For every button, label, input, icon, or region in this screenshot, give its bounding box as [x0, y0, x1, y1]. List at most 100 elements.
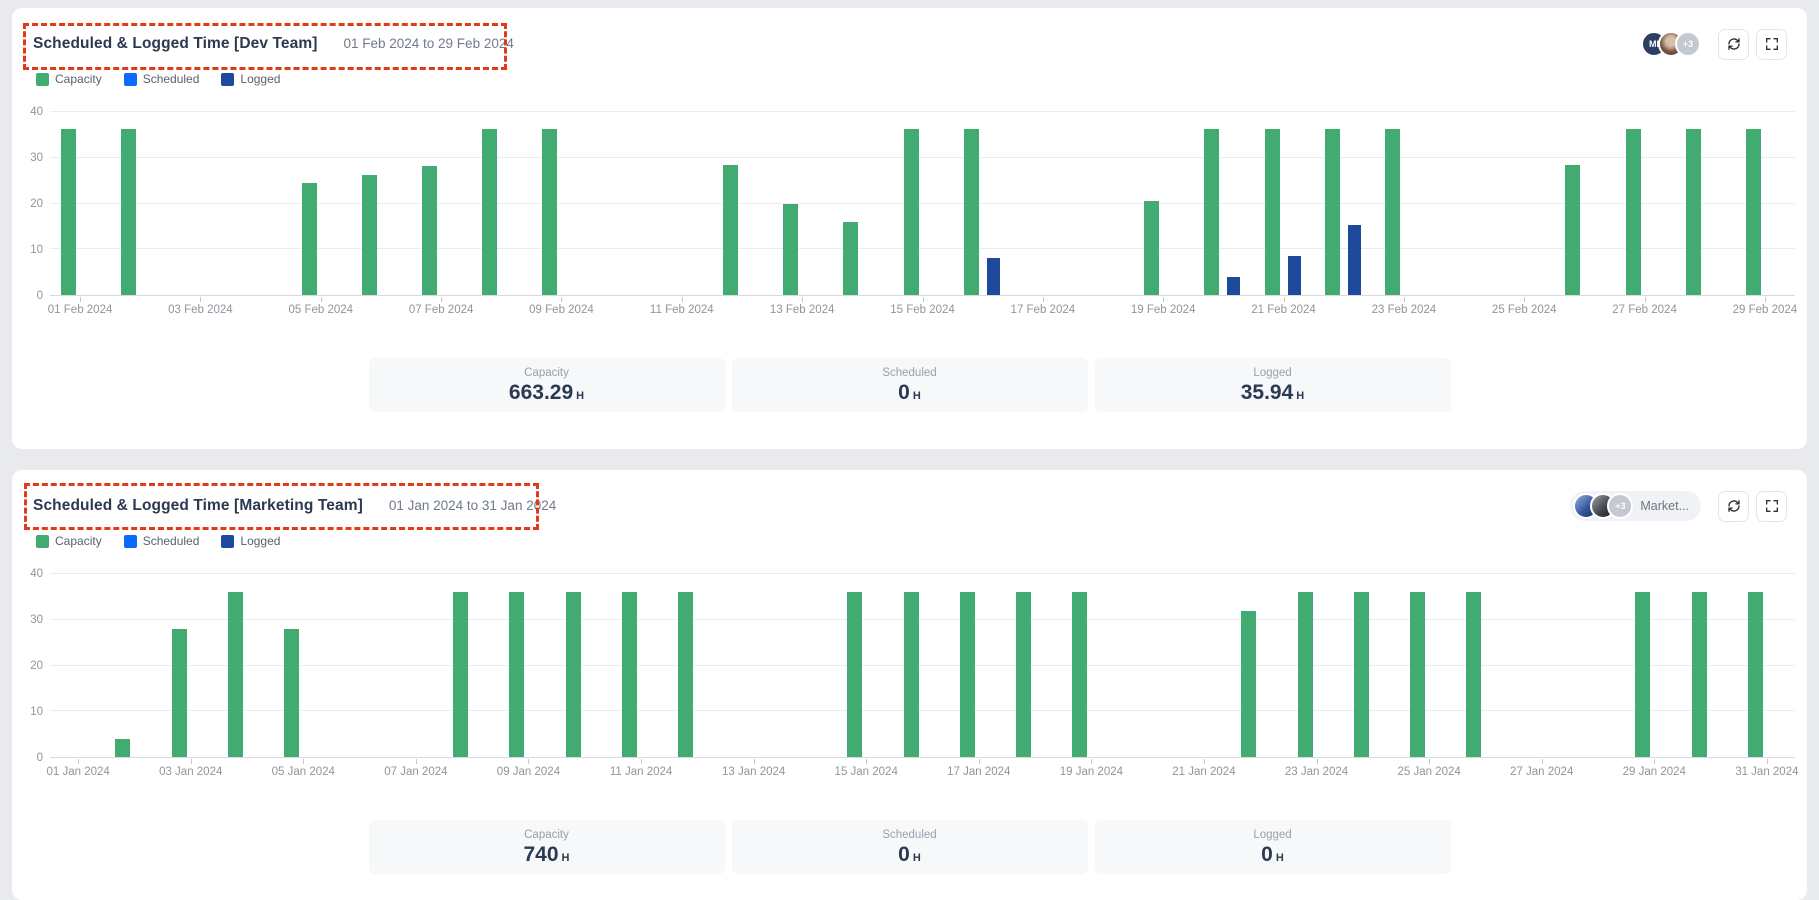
- capacity-bar: [1072, 592, 1088, 757]
- x-tick: [1429, 759, 1431, 764]
- legend-item-logged[interactable]: Logged: [221, 72, 280, 86]
- chart-legend: Capacity Scheduled Logged: [36, 72, 1807, 86]
- capacity-bar: [1466, 592, 1482, 757]
- x-tick: [866, 759, 868, 764]
- capacity-bar: [1384, 128, 1400, 295]
- legend-item-scheduled[interactable]: Scheduled: [123, 534, 199, 548]
- x-tick-label: 01 Feb 2024: [47, 304, 113, 316]
- x-tick: [190, 759, 192, 764]
- unit-label: H: [1296, 390, 1305, 402]
- x-tick: [320, 297, 322, 302]
- gridline: [50, 573, 1795, 574]
- capacity-value: 663.29: [508, 381, 574, 404]
- x-tick-label: 23 Feb 2024: [1371, 304, 1437, 316]
- x-tick: [528, 759, 530, 764]
- capacity-bar: [453, 592, 469, 757]
- capacity-bar: [1353, 592, 1369, 757]
- x-tick-label: 05 Feb 2024: [288, 304, 354, 316]
- x-tick: [303, 759, 305, 764]
- x-tick: [802, 297, 804, 302]
- fullscreen-icon: [1764, 498, 1780, 514]
- x-tick-label: 09 Jan 2024: [496, 766, 561, 778]
- x-tick: [922, 297, 924, 302]
- y-tick-label: 10: [30, 244, 43, 256]
- unit-label: H: [561, 852, 570, 864]
- gridline: [50, 618, 1795, 620]
- x-tick-label: 29 Jan 2024: [1622, 766, 1686, 778]
- scheduled-swatch-icon: [123, 72, 137, 86]
- x-tick-label: 31 Jan 2024: [1735, 766, 1799, 778]
- logged-bar: [986, 258, 1000, 295]
- avatar-group[interactable]: MI +3: [1641, 31, 1701, 57]
- legend-item-logged[interactable]: Logged: [221, 534, 280, 548]
- team-chip[interactable]: +3 Market...: [1570, 491, 1701, 521]
- legend-item-capacity[interactable]: Capacity: [36, 534, 102, 548]
- stat-capacity: Capacity 740 H: [368, 820, 725, 874]
- refresh-button[interactable]: [1718, 28, 1749, 60]
- logged-bar: [1227, 276, 1241, 295]
- capacity-bar: [565, 592, 581, 757]
- x-tick-label: 07 Feb 2024: [408, 304, 474, 316]
- refresh-button[interactable]: [1718, 490, 1749, 522]
- legend-item-scheduled[interactable]: Scheduled: [123, 72, 199, 86]
- x-tick: [1541, 759, 1543, 764]
- capacity-swatch-icon: [36, 534, 49, 548]
- gridline: [50, 202, 1795, 204]
- capacity-bar: [1297, 592, 1313, 757]
- legend-item-capacity[interactable]: Capacity: [36, 72, 102, 86]
- x-axis-labels: 01 Jan 2024 03 Jan 2024 05 Jan 2024 07 Jan …: [46, 759, 1799, 783]
- capacity-bar: [482, 128, 498, 295]
- scheduled-value: 0: [898, 381, 910, 404]
- y-tick-label: 0: [36, 752, 43, 764]
- fullscreen-button[interactable]: [1756, 490, 1787, 522]
- gridline: [50, 111, 1795, 112]
- refresh-icon: [1726, 498, 1742, 514]
- x-tick-label: 15 Feb 2024: [890, 304, 955, 316]
- y-tick-label: 10: [30, 706, 43, 718]
- gridline: [50, 248, 1795, 250]
- y-tick-label: 20: [30, 660, 43, 672]
- date-range: 01 Feb 2024 to 29 Feb 2024: [343, 36, 514, 51]
- logged-value: 0: [1261, 843, 1273, 866]
- y-tick-label: 20: [30, 198, 43, 210]
- avatar-more-count[interactable]: +3: [1607, 493, 1634, 519]
- x-tick-label: 27 Jan 2024: [1510, 766, 1574, 778]
- unit-label: H: [576, 390, 585, 402]
- capacity-swatch-icon: [36, 72, 49, 86]
- x-tick: [681, 297, 683, 302]
- logged-swatch-icon: [221, 534, 235, 548]
- x-tick: [753, 759, 755, 764]
- fullscreen-button[interactable]: [1756, 28, 1787, 60]
- capacity-value: 740: [523, 843, 559, 866]
- x-tick: [1042, 297, 1044, 302]
- capacity-bar: [422, 165, 438, 295]
- x-tick: [200, 297, 202, 302]
- x-tick-label: 03 Feb 2024: [168, 304, 233, 316]
- capacity-bar: [115, 738, 131, 757]
- x-tick: [1654, 759, 1656, 764]
- capacity-bar: [722, 165, 738, 295]
- x-tick-label: 17 Jan 2024: [947, 766, 1011, 778]
- logged-bar: [1287, 255, 1301, 295]
- x-tick-label: 09 Feb 2024: [529, 304, 594, 316]
- page-title: Scheduled & Logged Time [Marketing Team]: [33, 497, 363, 514]
- x-tick-label: 21 Feb 2024: [1251, 304, 1316, 316]
- capacity-bar: [1635, 592, 1651, 757]
- logged-swatch-icon: [221, 72, 235, 86]
- x-tick-label: 19 Feb 2024: [1130, 304, 1196, 316]
- panel-marketing-team: Scheduled & Logged Time [Marketing Team]…: [12, 470, 1807, 900]
- y-tick-label: 0: [36, 290, 43, 302]
- unit-label: H: [1275, 852, 1284, 864]
- logged-bar: [1347, 224, 1361, 295]
- x-tick-label: 19 Jan 2024: [1059, 766, 1124, 778]
- capacity-bar: [361, 174, 377, 295]
- x-tick: [1091, 759, 1093, 764]
- gridline: [50, 156, 1795, 158]
- x-tick: [441, 297, 443, 302]
- stat-logged: Logged 35.94 H: [1094, 358, 1451, 412]
- y-tick-label: 40: [30, 568, 43, 580]
- x-tick: [978, 759, 980, 764]
- avatar-more-count[interactable]: +3: [1675, 31, 1701, 57]
